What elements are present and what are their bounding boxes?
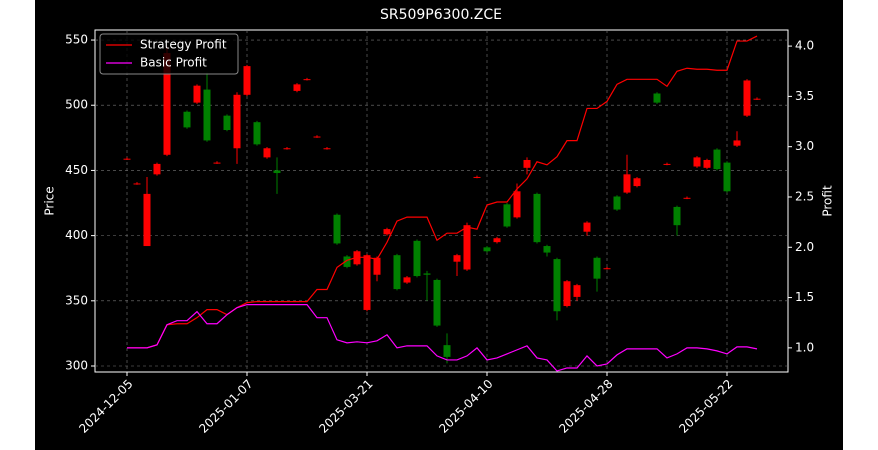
candle-body — [483, 247, 491, 252]
candle-body — [233, 94, 241, 149]
candle-body — [513, 191, 521, 218]
candle-body — [453, 255, 461, 262]
candle-body — [583, 222, 591, 232]
y-axis-label: Price — [43, 186, 57, 215]
y2-tick-label: 3.0 — [795, 139, 814, 153]
y-tick-label: 500 — [65, 98, 88, 112]
candle-body — [423, 273, 431, 275]
candle-body — [593, 257, 601, 279]
candle-body — [623, 174, 631, 193]
candle-body — [563, 281, 571, 307]
candle-body — [723, 162, 731, 192]
legend-label: Strategy Profit — [140, 38, 227, 52]
y-tick-label: 550 — [65, 33, 88, 47]
candle-body — [463, 225, 471, 270]
candle-body — [733, 140, 741, 146]
candle-body — [543, 246, 551, 253]
candle-body — [493, 238, 501, 243]
candle-body — [273, 170, 281, 174]
y-tick-label: 300 — [65, 359, 88, 373]
candle-body — [603, 268, 611, 270]
y2-tick-label: 1.5 — [795, 290, 814, 304]
candle-body — [153, 163, 161, 175]
candle-body — [743, 80, 751, 116]
candle-body — [443, 345, 451, 357]
candle-body — [393, 255, 401, 290]
candle-body — [263, 148, 271, 158]
y2-tick-label: 4.0 — [795, 39, 814, 53]
candle-body — [673, 206, 681, 226]
candle-body — [193, 85, 201, 103]
y2-tick-label: 2.5 — [795, 189, 814, 203]
candle-body — [203, 89, 211, 141]
y2-tick-label: 3.5 — [795, 89, 814, 103]
candle-body — [693, 157, 701, 167]
candle-body — [523, 159, 531, 168]
candle-body — [653, 93, 661, 103]
candle-body — [633, 178, 641, 187]
candle-body — [303, 79, 311, 81]
y-tick-label: 450 — [65, 163, 88, 177]
candle-body — [433, 279, 441, 326]
y2-tick-label: 1.0 — [795, 340, 814, 354]
candle-body — [613, 196, 621, 210]
candle-body — [503, 204, 511, 227]
candle-body — [553, 259, 561, 312]
candle-body — [293, 84, 301, 91]
candle-body — [223, 115, 231, 131]
candle-body — [323, 148, 331, 150]
profit-line — [127, 304, 758, 372]
candle-body — [143, 193, 151, 247]
y2-axis-label: Profit — [821, 185, 835, 217]
candle-body — [753, 98, 761, 100]
y-tick-label: 400 — [65, 228, 88, 242]
candle-body — [683, 197, 691, 199]
candle-body — [413, 240, 421, 277]
legend-label: Basic Profit — [140, 56, 207, 70]
candle-body — [243, 66, 251, 95]
candle-body — [403, 277, 411, 283]
plot-frame — [94, 29, 789, 373]
candle-body — [703, 159, 711, 168]
candle-body — [473, 176, 481, 178]
candle-body — [533, 193, 541, 243]
candle-body — [363, 255, 371, 310]
candle-body — [663, 163, 671, 165]
y2-tick-label: 2.0 — [795, 240, 814, 254]
y-tick-label: 350 — [65, 293, 88, 307]
candle-body — [373, 257, 381, 275]
candle-body — [283, 148, 291, 150]
candle-body — [333, 214, 341, 244]
candle-body — [573, 285, 581, 297]
chart-title: SR509P6300.ZCE — [380, 7, 502, 23]
candle-body — [133, 183, 141, 185]
candle-body — [713, 149, 721, 170]
candle-body — [163, 53, 171, 155]
candle-body — [213, 162, 221, 164]
candle-body — [383, 229, 391, 235]
candle-body — [123, 158, 131, 160]
candle-body — [343, 256, 351, 267]
candle-body — [253, 122, 261, 145]
candle-body — [313, 136, 321, 138]
candle-body — [183, 111, 191, 128]
legend-box — [99, 33, 239, 75]
